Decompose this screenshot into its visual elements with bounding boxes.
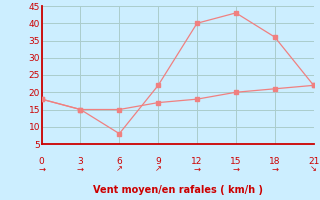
Text: →: → bbox=[232, 164, 239, 173]
Text: →: → bbox=[271, 164, 278, 173]
Text: ↗: ↗ bbox=[155, 164, 162, 173]
Text: →: → bbox=[194, 164, 201, 173]
Text: →: → bbox=[77, 164, 84, 173]
Text: ↘: ↘ bbox=[310, 164, 317, 173]
Text: →: → bbox=[38, 164, 45, 173]
Text: ↗: ↗ bbox=[116, 164, 123, 173]
X-axis label: Vent moyen/en rafales ( km/h ): Vent moyen/en rafales ( km/h ) bbox=[92, 185, 263, 195]
